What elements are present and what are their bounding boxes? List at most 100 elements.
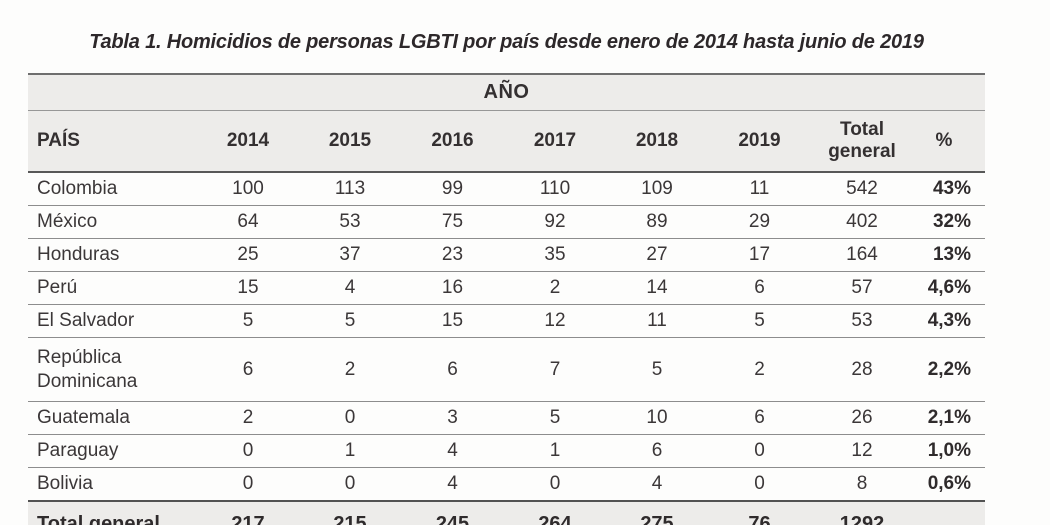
total-cell: 164: [811, 238, 913, 272]
col-header-pais: PAÍS: [28, 110, 197, 173]
percent-cell: 32%: [913, 205, 985, 239]
value-cell: 264: [504, 500, 606, 525]
value-cell: 35: [504, 238, 606, 272]
total-cell: 402: [811, 205, 913, 239]
percent-cell: 0,6%: [913, 467, 985, 502]
value-cell: 110: [504, 172, 606, 206]
table-row-total-general: Total general 217 215 245 264 275 76 129…: [28, 500, 985, 525]
value-cell: 12: [504, 304, 606, 338]
value-cell: 113: [299, 172, 401, 206]
value-cell: 0: [299, 401, 401, 435]
total-cell: 12: [811, 434, 913, 468]
total-cell: 1292: [811, 500, 913, 525]
value-cell: 1: [299, 434, 401, 468]
col-header-2014: 2014: [197, 110, 299, 173]
value-cell: 275: [606, 500, 708, 525]
value-cell: 0: [299, 467, 401, 502]
year-group-header-row: AÑO: [28, 73, 985, 111]
value-cell: 2: [197, 401, 299, 435]
total-cell: 53: [811, 304, 913, 338]
total-cell: 57: [811, 271, 913, 305]
country-cell: República Dominicana: [28, 337, 197, 402]
value-cell: 0: [708, 467, 811, 502]
col-header-2018: 2018: [606, 110, 708, 173]
value-cell: 5: [708, 304, 811, 338]
value-cell: 6: [708, 401, 811, 435]
percent-cell: 4,3%: [913, 304, 985, 338]
homicides-by-country-table: AÑO PAÍS 2014 2015 2016 2017 2018 2019 T…: [28, 73, 985, 525]
value-cell: 23: [401, 238, 504, 272]
value-cell: 6: [708, 271, 811, 305]
value-cell: 0: [708, 434, 811, 468]
percent-cell: 4,6%: [913, 271, 985, 305]
value-cell: 64: [197, 205, 299, 239]
value-cell: 53: [299, 205, 401, 239]
country-cell: Perú: [28, 271, 197, 305]
value-cell: 29: [708, 205, 811, 239]
value-cell: 5: [299, 304, 401, 338]
value-cell: 2: [504, 271, 606, 305]
value-cell: 37: [299, 238, 401, 272]
table-row-republica-dominicana: República Dominicana 6 2 6 7 5 2 28 2,2%: [28, 337, 985, 402]
value-cell: 215: [299, 500, 401, 525]
value-cell: 0: [504, 467, 606, 502]
table-row-el-salvador: El Salvador 5 5 15 12 11 5 53 4,3%: [28, 304, 985, 338]
value-cell: 17: [708, 238, 811, 272]
col-header-2019: 2019: [708, 110, 811, 173]
value-cell: 6: [197, 337, 299, 402]
value-cell: 15: [197, 271, 299, 305]
table-row-mexico: México 64 53 75 92 89 29 402 32%: [28, 205, 985, 239]
col-header-percent: %: [913, 110, 985, 173]
country-cell: Honduras: [28, 238, 197, 272]
total-cell: 8: [811, 467, 913, 502]
percent-cell: [913, 500, 985, 525]
country-cell: El Salvador: [28, 304, 197, 338]
value-cell: 4: [299, 271, 401, 305]
value-cell: 11: [606, 304, 708, 338]
value-cell: 75: [401, 205, 504, 239]
value-cell: 5: [197, 304, 299, 338]
value-cell: 15: [401, 304, 504, 338]
value-cell: 25: [197, 238, 299, 272]
value-cell: 100: [197, 172, 299, 206]
percent-cell: 43%: [913, 172, 985, 206]
country-cell: Guatemala: [28, 401, 197, 435]
col-header-total-general: Total general: [811, 110, 913, 173]
table-row-bolivia: Bolivia 0 0 4 0 4 0 8 0,6%: [28, 467, 985, 502]
percent-cell: 1,0%: [913, 434, 985, 468]
value-cell: 11: [708, 172, 811, 206]
total-cell: 28: [811, 337, 913, 402]
total-cell: 542: [811, 172, 913, 206]
percent-cell: 13%: [913, 238, 985, 272]
total-label-cell: Total general: [28, 500, 197, 525]
table-row-honduras: Honduras 25 37 23 35 27 17 164 13%: [28, 238, 985, 272]
col-header-2015: 2015: [299, 110, 401, 173]
country-cell: Colombia: [28, 172, 197, 206]
col-header-2016: 2016: [401, 110, 504, 173]
value-cell: 217: [197, 500, 299, 525]
table-row-peru: Perú 15 4 16 2 14 6 57 4,6%: [28, 271, 985, 305]
value-cell: 245: [401, 500, 504, 525]
value-cell: 76: [708, 500, 811, 525]
value-cell: 16: [401, 271, 504, 305]
value-cell: 2: [708, 337, 811, 402]
country-cell: Paraguay: [28, 434, 197, 468]
value-cell: 92: [504, 205, 606, 239]
col-header-2017: 2017: [504, 110, 606, 173]
value-cell: 3: [401, 401, 504, 435]
value-cell: 6: [401, 337, 504, 402]
value-cell: 2: [299, 337, 401, 402]
percent-cell: 2,2%: [913, 337, 985, 402]
value-cell: 7: [504, 337, 606, 402]
total-cell: 26: [811, 401, 913, 435]
country-cell: Bolivia: [28, 467, 197, 502]
value-cell: 27: [606, 238, 708, 272]
table-row-paraguay: Paraguay 0 1 4 1 6 0 12 1,0%: [28, 434, 985, 468]
percent-cell: 2,1%: [913, 401, 985, 435]
year-group-header: AÑO: [28, 73, 985, 111]
value-cell: 4: [401, 434, 504, 468]
value-cell: 109: [606, 172, 708, 206]
table-row-colombia: Colombia 100 113 99 110 109 11 542 43%: [28, 172, 985, 206]
country-cell: México: [28, 205, 197, 239]
